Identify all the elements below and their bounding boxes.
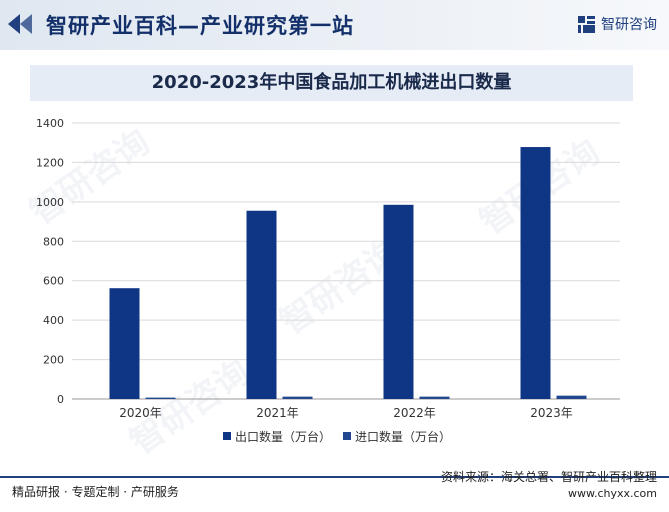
footer-divider xyxy=(0,476,669,478)
chart-title: 2020-2023年中国食品加工机械进出口数量 xyxy=(151,72,512,93)
y-tick-label: 1200 xyxy=(36,156,64,169)
export-bar xyxy=(109,288,140,399)
brand-logo-icon xyxy=(578,15,595,33)
x-tick-label: 2020年 xyxy=(119,406,162,420)
legend-swatch xyxy=(343,432,351,440)
y-tick-label: 0 xyxy=(57,393,64,406)
x-tick-label: 2021年 xyxy=(256,406,299,420)
footer-source-block: 资料来源：海关总署、智研产业百科整理 www.chyxx.com xyxy=(441,468,657,502)
chevron-icon xyxy=(20,14,32,34)
import-bar xyxy=(145,397,176,399)
source-note: 资料来源：海关总署、智研产业百科整理 xyxy=(440,470,657,484)
legend-label: 出口数量（万台） xyxy=(235,429,331,444)
footer-tagline: 精品研报 · 专题定制 · 产研服务 xyxy=(12,485,179,499)
brand-name: 智研咨询 xyxy=(601,17,657,33)
header-banner: 智研产业百科—产业研究第一站 智研咨询 xyxy=(0,0,669,50)
site-title: 智研产业百科—产业研究第一站 xyxy=(46,14,354,38)
chevron-icon xyxy=(8,14,20,34)
x-tick-label: 2022年 xyxy=(393,406,436,420)
legend-label: 进口数量（万台） xyxy=(355,429,451,444)
y-tick-label: 600 xyxy=(43,275,64,288)
y-tick-label: 1400 xyxy=(36,117,64,130)
export-bar xyxy=(520,147,551,399)
y-tick-label: 800 xyxy=(43,235,64,248)
chart-title-band: 2020-2023年中国食品加工机械进出口数量 xyxy=(30,65,633,101)
import-bar xyxy=(282,396,313,399)
website-link[interactable]: www.chyxx.com xyxy=(567,487,657,500)
export-bar xyxy=(383,204,414,399)
legend-swatch xyxy=(223,432,231,440)
y-tick-label: 1000 xyxy=(36,196,64,209)
y-tick-label: 200 xyxy=(43,354,64,367)
export-bar xyxy=(246,210,277,399)
import-bar xyxy=(556,395,587,399)
brand[interactable]: 智研咨询 xyxy=(578,14,657,34)
x-tick-label: 2023年 xyxy=(530,406,573,420)
import-bar xyxy=(419,396,450,399)
y-tick-label: 400 xyxy=(43,314,64,327)
